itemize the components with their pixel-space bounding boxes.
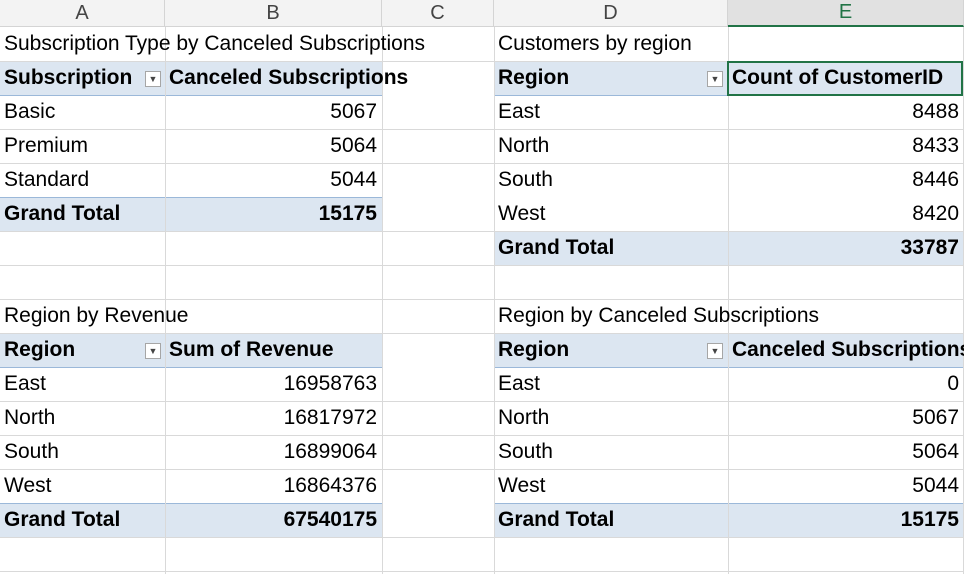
- gridline: [0, 435, 964, 436]
- pivot2-value-header[interactable]: Count of CustomerID: [732, 66, 944, 89]
- gridline: [382, 27, 383, 574]
- column-header-e[interactable]: E: [728, 0, 964, 27]
- column-header-c[interactable]: C: [382, 0, 494, 27]
- pivot1-header-line: [0, 95, 382, 96]
- pivot3-total-line: [0, 503, 382, 504]
- pivot4-row-label[interactable]: West: [498, 474, 546, 497]
- pivot1-total-band: [0, 197, 382, 231]
- pivot2-grand-total-value[interactable]: 33787: [900, 236, 959, 259]
- gridline: [0, 265, 964, 266]
- filter-dropdown-icon[interactable]: ▼: [145, 343, 161, 359]
- pivot4-header-band: [494, 333, 964, 367]
- pivot3-row-value[interactable]: 16817972: [283, 406, 377, 429]
- gridline: [0, 299, 964, 300]
- pivot3-row-label[interactable]: West: [4, 474, 52, 497]
- pivot3-row-label[interactable]: East: [4, 372, 47, 395]
- pivot1-header-band: [0, 61, 382, 95]
- pivot4-header-line: [494, 367, 964, 368]
- pivot4-row-value[interactable]: 0: [947, 372, 959, 395]
- pivot1-title[interactable]: Subscription Type by Canceled Subscripti…: [4, 32, 426, 55]
- gridline: [494, 27, 495, 574]
- column-header-d[interactable]: D: [494, 0, 728, 27]
- filter-dropdown-icon[interactable]: ▼: [707, 71, 723, 87]
- pivot3-row-value[interactable]: 16899064: [283, 440, 377, 463]
- gridline: [0, 469, 964, 470]
- pivot4-row-label[interactable]: North: [498, 406, 550, 429]
- gridline: [0, 163, 964, 164]
- pivot4-row-value[interactable]: 5044: [912, 474, 959, 497]
- pivot2-row-value[interactable]: 8488: [912, 100, 959, 123]
- pivot1-row-value[interactable]: 5044: [330, 168, 377, 191]
- filter-dropdown-icon[interactable]: ▼: [145, 71, 161, 87]
- pivot3-row-label[interactable]: South: [4, 440, 59, 463]
- pivot4-total-line: [494, 503, 964, 504]
- pivot3-value-header[interactable]: Sum of Revenue: [169, 338, 334, 361]
- pivot1-row-label[interactable]: Premium: [4, 134, 89, 157]
- pivot2-row-value[interactable]: 8420: [912, 202, 959, 225]
- pivot2-row-label[interactable]: West: [498, 202, 546, 225]
- pivot3-row-label[interactable]: North: [4, 406, 56, 429]
- pivot1-row-value[interactable]: 5064: [330, 134, 377, 157]
- gridline: [0, 401, 964, 402]
- pivot2-row-label[interactable]: East: [498, 100, 541, 123]
- pivot1-total-line: [0, 197, 382, 198]
- pivot2-title[interactable]: Customers by region: [498, 32, 692, 55]
- pivot1-row-value[interactable]: 5067: [330, 100, 377, 123]
- pivot2-row-label[interactable]: North: [498, 134, 550, 157]
- column-header-b[interactable]: B: [165, 0, 382, 27]
- column-header-a[interactable]: A: [0, 0, 165, 27]
- pivot4-grand-total-value[interactable]: 15175: [900, 508, 959, 531]
- pivot4-row-value[interactable]: 5067: [912, 406, 959, 429]
- pivot1-row-label[interactable]: Standard: [4, 168, 90, 191]
- gridline: [0, 61, 964, 62]
- pivot3-grand-total-label[interactable]: Grand Total: [4, 508, 121, 531]
- pivot3-row-header[interactable]: Region: [4, 338, 76, 361]
- pivot3-header-line: [0, 367, 382, 368]
- gridline: [0, 129, 964, 130]
- pivot2-header-band: [494, 61, 964, 95]
- pivot2-row-value[interactable]: 8446: [912, 168, 959, 191]
- pivot1-value-header[interactable]: Canceled Subscriptions: [169, 66, 409, 89]
- pivot3-title[interactable]: Region by Revenue: [4, 304, 189, 327]
- active-cell-cursor: [727, 61, 963, 96]
- pivot4-total-band: [494, 503, 964, 537]
- pivot3-row-value[interactable]: 16864376: [283, 474, 377, 497]
- pivot4-value-header[interactable]: Canceled Subscriptions: [732, 338, 964, 361]
- pivot4-row-label[interactable]: East: [498, 372, 541, 395]
- pivot3-header-band: [0, 333, 382, 367]
- gridline: [728, 27, 729, 574]
- pivot3-row-value[interactable]: 16958763: [283, 372, 377, 395]
- gridline: [0, 333, 964, 334]
- pivot3-grand-total-value[interactable]: 67540175: [283, 508, 377, 531]
- pivot4-row-label[interactable]: South: [498, 440, 553, 463]
- pivot2-row-header[interactable]: Region: [498, 66, 570, 89]
- pivot1-row-label[interactable]: Basic: [4, 100, 56, 123]
- gridline: [165, 27, 166, 574]
- pivot4-row-header[interactable]: Region: [498, 338, 570, 361]
- pivot4-grand-total-label[interactable]: Grand Total: [498, 508, 615, 531]
- pivot1-row-header[interactable]: Subscription: [4, 66, 133, 89]
- gridline: [0, 537, 964, 538]
- pivot3-total-band: [0, 503, 382, 537]
- pivot2-row-label[interactable]: South: [498, 168, 553, 191]
- pivot2-row-value[interactable]: 8433: [912, 134, 959, 157]
- pivot4-row-value[interactable]: 5064: [912, 440, 959, 463]
- gridline: [0, 231, 964, 232]
- gridline: [0, 571, 964, 572]
- pivot2-grand-total-label[interactable]: Grand Total: [498, 236, 615, 259]
- pivot4-title[interactable]: Region by Canceled Subscriptions: [498, 304, 820, 327]
- filter-dropdown-icon[interactable]: ▼: [707, 343, 723, 359]
- pivot1-grand-total-label[interactable]: Grand Total: [4, 202, 121, 225]
- pivot2-total-band: [494, 231, 964, 265]
- pivot1-grand-total-value[interactable]: 15175: [318, 202, 377, 225]
